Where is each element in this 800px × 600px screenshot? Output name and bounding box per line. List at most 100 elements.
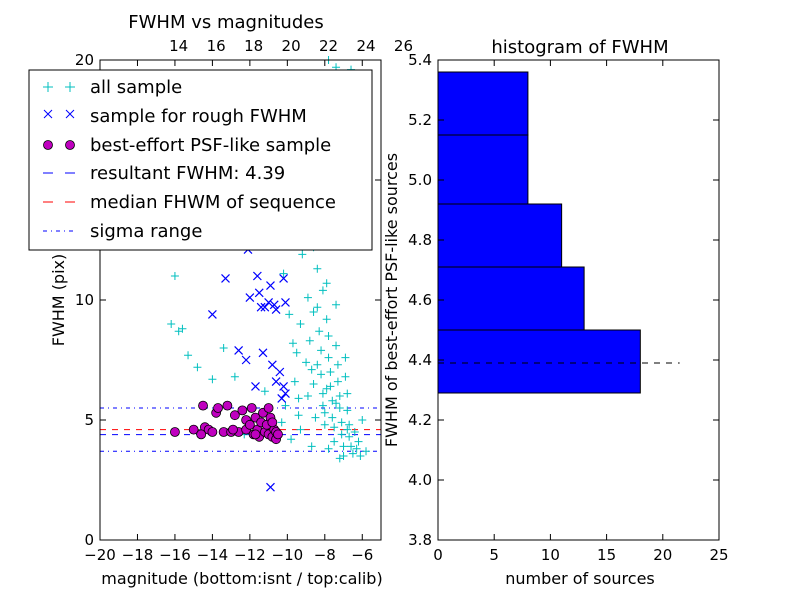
point-all-sample xyxy=(230,372,239,381)
x-tick-label: −6 xyxy=(351,546,373,564)
point-rough-sample xyxy=(279,273,289,283)
point-all-sample xyxy=(330,437,339,446)
point-all-sample xyxy=(167,320,176,328)
point-all-sample xyxy=(322,384,331,393)
right-x-label: number of sources xyxy=(505,569,655,588)
point-rough-sample xyxy=(256,302,266,312)
x-tick-label: −10 xyxy=(272,546,304,564)
point-all-sample xyxy=(348,449,357,458)
point-rough-sample xyxy=(260,302,270,312)
point-all-sample xyxy=(313,303,322,312)
point-rough-sample xyxy=(221,273,230,283)
point-all-sample xyxy=(345,420,354,429)
point-all-sample xyxy=(298,250,307,259)
point-all-sample xyxy=(320,408,329,417)
point-all-sample xyxy=(318,286,327,295)
point-all-sample xyxy=(332,300,341,309)
point-psf-sample xyxy=(246,403,257,413)
y-tick-label: 4.0 xyxy=(408,471,432,489)
y-tick-label: 5 xyxy=(84,411,94,429)
left-ticks: −20−18−16−14−12−10−8−6051015201416182022… xyxy=(75,37,413,564)
point-psf-sample xyxy=(267,417,278,428)
point-all-sample xyxy=(317,370,326,379)
legend-label: resultant FWHM: 4.39 xyxy=(90,163,285,184)
point-rough-sample xyxy=(281,389,290,399)
point-rough-sample xyxy=(269,300,279,310)
point-all-sample xyxy=(219,344,228,352)
point-all-sample xyxy=(285,310,294,319)
y-tick-label: 10 xyxy=(75,291,94,309)
right-ticks: 0 5 10 15 20 25 3.8 4.0 4.2 4.4 4.6 4.8 5.0 5.2 5.4 xyxy=(408,51,728,564)
point-psf-sample xyxy=(228,424,238,435)
point-all-sample xyxy=(335,454,344,463)
point-all-sample xyxy=(318,401,327,410)
point-all-sample xyxy=(315,327,324,336)
point-rough-sample xyxy=(258,348,268,358)
point-all-sample xyxy=(324,332,333,340)
top-tick-label: 26 xyxy=(394,37,413,55)
right-title: histogram of FWHM xyxy=(491,37,668,58)
left-panel: −20−18−16−14−12−10−8−6051015201416182022… xyxy=(28,12,413,588)
legend-item-psf-sample: best-effort PSF-like sample xyxy=(43,135,331,156)
point-all-sample xyxy=(322,315,331,324)
reference-lines xyxy=(100,407,381,452)
point-psf-sample xyxy=(250,429,261,440)
point-all-sample xyxy=(343,425,352,434)
point-all-sample xyxy=(326,368,335,376)
y-tick-label: 20 xyxy=(75,51,94,69)
point-all-sample xyxy=(311,413,320,422)
x-tick-label: 0 xyxy=(433,546,443,564)
x-tick-label: 20 xyxy=(653,546,672,564)
point-all-sample xyxy=(333,377,342,386)
histogram-bars xyxy=(437,71,641,394)
point-rough-sample xyxy=(207,309,217,319)
point-all-sample xyxy=(317,346,326,355)
point-all-sample xyxy=(309,308,318,316)
point-all-sample xyxy=(324,353,333,362)
point-rough-sample xyxy=(275,367,285,377)
point-all-sample xyxy=(347,442,356,451)
point-rough-sample xyxy=(264,297,274,307)
point-all-sample xyxy=(287,435,296,444)
histogram-bar xyxy=(437,134,529,205)
right-panel: 0 5 10 15 20 25 3.8 4.0 4.2 4.4 4.6 4.8 5.0 5.2 5.4 hi… xyxy=(382,37,729,588)
y-tick-label: 5.2 xyxy=(408,111,432,129)
x-tick-label: 15 xyxy=(597,546,616,564)
legend-label: all sample xyxy=(90,77,182,98)
point-rough-sample xyxy=(245,293,255,303)
y-tick-label: 0 xyxy=(84,531,94,549)
point-psf-sample xyxy=(229,410,240,421)
x-tick-label: −16 xyxy=(159,546,191,564)
point-all-sample xyxy=(307,442,316,451)
point-all-sample xyxy=(277,418,286,427)
point-all-sample xyxy=(332,341,341,350)
point-all-sample xyxy=(332,399,341,408)
point-all-sample xyxy=(292,348,301,357)
top-tick-label: 18 xyxy=(244,37,263,55)
point-all-sample xyxy=(337,418,346,427)
point-rough-sample xyxy=(267,360,277,370)
y-tick-label: 4.6 xyxy=(408,291,432,309)
point-rough-sample xyxy=(266,482,275,492)
y-tick-label: 4.4 xyxy=(408,351,432,369)
histogram-bar xyxy=(437,203,563,268)
point-all-sample xyxy=(343,406,352,415)
y-tick-label: 3.8 xyxy=(408,531,432,549)
legend-item-resultant: resultant FWHM: 4.39 xyxy=(43,163,285,184)
point-psf-sample xyxy=(237,405,248,416)
right-y-label: FWHM of best-effort PSF-like sources xyxy=(382,153,401,447)
point-all-sample xyxy=(290,377,299,386)
point-all-sample xyxy=(328,413,337,422)
point-all-sample xyxy=(260,387,269,396)
point-all-sample xyxy=(170,272,179,280)
point-psf-sample xyxy=(273,429,283,440)
point-all-sample xyxy=(281,401,290,410)
point-rough-sample xyxy=(254,288,264,298)
histogram-bar xyxy=(437,329,641,394)
legend-label: best-effort PSF-like sample xyxy=(90,135,331,156)
point-all-sample xyxy=(324,444,333,453)
x-tick-label: 25 xyxy=(709,546,728,564)
y-tick-label: 5.0 xyxy=(408,171,432,189)
legend-item-rough-sample: sample for rough FWHM xyxy=(43,106,307,127)
